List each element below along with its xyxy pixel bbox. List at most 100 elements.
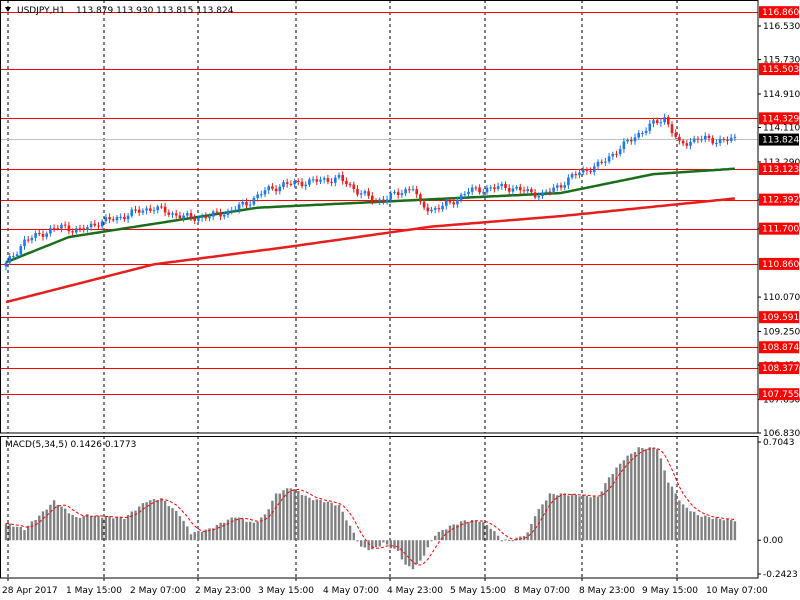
candle-bear[interactable] (374, 201, 378, 203)
candle-bull[interactable] (104, 217, 108, 222)
candle-bull[interactable] (611, 153, 615, 157)
candle-bull[interactable] (334, 177, 337, 183)
candle-bear[interactable] (245, 202, 248, 206)
candle-bull[interactable] (311, 179, 315, 181)
candle-bull[interactable] (234, 209, 237, 211)
candle-bull[interactable] (378, 199, 381, 202)
candle-bear[interactable] (38, 233, 41, 235)
candle-bear[interactable] (382, 199, 385, 202)
candle-bull[interactable] (237, 204, 241, 210)
candle-bear[interactable] (696, 138, 700, 140)
candle-bull[interactable] (8, 256, 11, 263)
candle-bull[interactable] (15, 254, 19, 257)
candle-bull[interactable] (567, 177, 570, 186)
candle-bear[interactable] (219, 212, 222, 217)
candle-bull[interactable] (622, 141, 626, 150)
candle-bull[interactable] (659, 122, 663, 124)
candle-bull[interactable] (389, 193, 393, 200)
candle-bear[interactable] (108, 217, 111, 220)
candle-bull[interactable] (115, 216, 119, 221)
candle-bull[interactable] (626, 139, 629, 142)
candle-bear[interactable] (371, 195, 374, 202)
candle-bull[interactable] (308, 179, 311, 185)
candle-bull[interactable] (644, 130, 648, 133)
candle-bull[interactable] (145, 208, 148, 211)
candle-bull[interactable] (692, 138, 696, 142)
candle-bull[interactable] (385, 199, 389, 202)
candle-bull[interactable] (441, 205, 444, 210)
candle-bull[interactable] (482, 192, 485, 194)
candle-bull[interactable] (322, 178, 326, 180)
candle-bull[interactable] (618, 149, 622, 155)
candle-bear[interactable] (493, 187, 496, 190)
candle-bear[interactable] (655, 120, 659, 123)
candle-bull[interactable] (500, 184, 504, 187)
candle-bull[interactable] (689, 141, 692, 146)
candle-bull[interactable] (100, 221, 104, 227)
candle-bull[interactable] (544, 191, 548, 193)
candle-bull[interactable] (293, 181, 296, 185)
candle-bear[interactable] (422, 201, 426, 208)
candle-bear[interactable] (722, 138, 726, 140)
candle-bear[interactable] (574, 174, 578, 176)
candle-bull[interactable] (607, 156, 611, 162)
candle-bull[interactable] (337, 174, 341, 178)
candle-bull[interactable] (256, 194, 259, 199)
candle-bull[interactable] (34, 233, 37, 238)
candle-bear[interactable] (707, 135, 711, 138)
candle-bull[interactable] (652, 120, 655, 124)
candle-bear[interactable] (149, 208, 152, 211)
candle-bull[interactable] (718, 138, 722, 144)
candle-bear[interactable] (163, 206, 167, 213)
candle-bull[interactable] (641, 132, 644, 134)
candle-bull[interactable] (537, 196, 541, 198)
candle-bear[interactable] (174, 213, 178, 216)
candle-bull[interactable] (515, 186, 518, 189)
candle-bull[interactable] (459, 194, 463, 200)
candle-bull[interactable] (200, 216, 204, 218)
candle-bear[interactable] (271, 186, 274, 189)
candle-bear[interactable] (160, 206, 163, 208)
triangle-down-icon[interactable] (5, 7, 11, 12)
candle-bull[interactable] (715, 143, 718, 145)
candle-bull[interactable] (400, 193, 404, 196)
candle-bull[interactable] (556, 185, 559, 188)
candle-bull[interactable] (89, 223, 93, 228)
candle-bear[interactable] (615, 153, 618, 155)
candle-bull[interactable] (663, 117, 666, 123)
candle-bull[interactable] (152, 210, 156, 212)
candle-bear[interactable] (533, 192, 537, 198)
candle-bear[interactable] (78, 228, 82, 230)
candle-bull[interactable] (570, 174, 574, 178)
candle-bear[interactable] (448, 200, 452, 203)
candle-bull[interactable] (12, 256, 15, 258)
candle-bear[interactable] (348, 184, 352, 186)
candle-bear[interactable] (426, 207, 430, 212)
candle-bear[interactable] (326, 178, 330, 182)
candle-bull[interactable] (49, 228, 52, 234)
candle-bear[interactable] (504, 184, 507, 188)
candle-bear[interactable] (685, 143, 689, 146)
candle-bull[interactable] (393, 192, 396, 194)
candle-bull[interactable] (278, 186, 282, 192)
candle-bear[interactable] (630, 139, 633, 142)
candle-bull[interactable] (359, 193, 363, 195)
candle-bear[interactable] (167, 212, 171, 215)
candle-bear[interactable] (530, 189, 533, 193)
candle-bear[interactable] (726, 139, 729, 141)
candle-bear[interactable] (345, 180, 348, 185)
candle-bull[interactable] (456, 199, 459, 205)
candle-bear[interactable] (97, 225, 100, 227)
candle-bull[interactable] (729, 137, 733, 141)
candle-bull[interactable] (260, 194, 263, 196)
candle-bear[interactable] (667, 117, 670, 125)
candle-bear[interactable] (419, 194, 422, 202)
candle-bull[interactable] (411, 189, 415, 191)
candle-bear[interactable] (356, 188, 359, 195)
candle-bear[interactable] (408, 189, 411, 191)
candle-bear[interactable] (681, 140, 685, 144)
candle-bull[interactable] (593, 166, 596, 172)
candle-bear[interactable] (189, 213, 193, 218)
candle-bull[interactable] (130, 209, 134, 216)
candle-bull[interactable] (126, 215, 130, 220)
